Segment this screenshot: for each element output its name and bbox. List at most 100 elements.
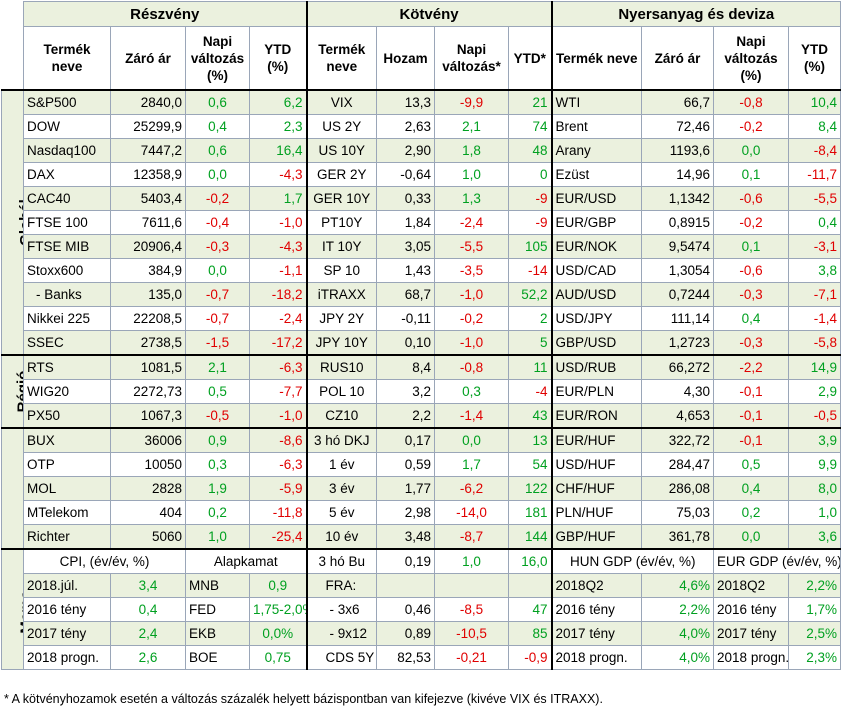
close-value: 1,77 [376, 476, 436, 501]
close-value: 2840,0 [110, 89, 186, 115]
daily-change: -0,5 [185, 403, 250, 429]
subheader-stocks-2: Napi változás (%) [185, 26, 250, 91]
subheader-stocks-1: Záró ár [110, 26, 186, 91]
instrument-name: VIX [305, 89, 378, 115]
memo-hun-gdp-label: 2018 progn. [550, 645, 643, 670]
ytd-change: -2,4 [248, 306, 308, 331]
close-value: 2,2 [376, 403, 436, 429]
daily-change: 2,1 [434, 114, 510, 139]
close-value: 68,7 [376, 282, 436, 307]
ytd-change: 11 [508, 354, 553, 380]
instrument-name: 5 év [305, 500, 378, 525]
table-row: Régió RTS 1081,5 2,1 -6,3 RUS10 8,4 -0,8 11 USD/R… [1, 354, 842, 429]
close-value: -0,11 [376, 306, 436, 331]
table-row: FTSE MIB 20906,4 -0,3 -4,3 IT 10Y 3,05 -5,5 105… [2, 234, 842, 259]
memo-cpi-label: 2017 tény [23, 621, 111, 646]
close-value: 0,8915 [641, 210, 715, 235]
ytd-change: 74 [508, 114, 553, 139]
daily-change: -1,0 [434, 330, 510, 356]
close-value: 284,47 [641, 452, 715, 477]
subheader-stocks-0: Termék neve [23, 26, 111, 91]
instrument-name: GBP/HUF [550, 524, 643, 550]
instrument-name: Arany [550, 138, 643, 163]
close-value: 3,05 [376, 234, 436, 259]
close-value: 7447,2 [110, 138, 186, 163]
close-value: 384,9 [110, 258, 186, 283]
daily-change: 1,0 [434, 162, 510, 187]
table-row: - Banks 135,0 -0,7 -18,2 iTRAXX 68,7 -1,0 52,2 A… [2, 282, 842, 307]
instrument-name: GER 10Y [305, 186, 378, 211]
close-value: 0,7244 [641, 282, 715, 307]
ytd-change: 2 [508, 306, 553, 331]
ytd-change: 6,2 [248, 89, 308, 115]
daily-change: -1,4 [434, 403, 510, 429]
ytd-change: 8,0 [788, 476, 842, 501]
close-value: 2,98 [376, 500, 436, 525]
table-row: WIG20 2272,73 0,5 -7,7 POL 10 3,2 0,3 -4 EUR/PLN… [2, 379, 842, 404]
ytd-change: 16,4 [248, 138, 308, 163]
close-value: 2,90 [376, 138, 436, 163]
table-row: MTelekom 404 0,2 -11,8 5 év 2,98 -14,0 181 PLN/H… [2, 500, 842, 525]
memo-eur-gdp-value: 2,3% [788, 645, 842, 670]
close-value: 0,17 [376, 427, 436, 453]
daily-change: -0,6 [713, 186, 790, 211]
daily-change: 0,2 [713, 500, 790, 525]
ytd-change: -5,8 [788, 330, 842, 356]
daily-change: -0,8 [713, 89, 790, 115]
ytd-change: -25,4 [248, 524, 308, 550]
daily-change: 0,2 [185, 500, 250, 525]
memo-bu-ytd: 16,0 [508, 548, 553, 574]
memo-eur-gdp-value: 2,2% [788, 573, 842, 598]
close-value: 1,3054 [641, 258, 715, 283]
memo-rate-value: 0,9 [248, 573, 308, 598]
instrument-name: USD/RUB [550, 354, 643, 380]
memo-bond-yield: 82,53 [376, 645, 436, 670]
instrument-name: GBP/USD [550, 330, 643, 356]
table-row: Magyar BUX 36006 0,9 -8,6 3 hó DKJ 0,17 0,0 13 EU… [1, 427, 842, 550]
table-row: OTP 10050 0,3 -6,3 1 év 0,59 1,7 54 USD/HUF 284,4… [2, 452, 842, 477]
close-value: 1067,3 [110, 403, 186, 429]
memo-rate-value: 0,75 [248, 645, 308, 670]
group-label-memo: Memo: [1, 548, 24, 670]
ytd-change: -1,0 [248, 210, 308, 235]
close-value: 14,96 [641, 162, 715, 187]
ytd-change: 181 [508, 500, 553, 525]
memo-row: 2018 progn. 2,6 BOE 0,75 CDS 5Y 82,53 -0,21 -0,… [2, 645, 842, 670]
memo-bond-change: -10,5 [434, 621, 510, 646]
memo-hun-gdp-label: 2018Q2 [550, 573, 643, 598]
ytd-change: -8,6 [248, 427, 308, 453]
ytd-change: 3,6 [788, 524, 842, 550]
close-value: 9,5474 [641, 234, 715, 259]
memo-bu-yield: 0,19 [376, 548, 436, 574]
daily-change: 1,8 [434, 138, 510, 163]
close-value: 135,0 [110, 282, 186, 307]
daily-change: -0,7 [185, 282, 250, 307]
daily-change: -1,0 [434, 282, 510, 307]
memo-hun-gdp-value: 4,0% [641, 645, 715, 670]
instrument-name: CAC40 [23, 186, 111, 211]
section-bonds: Kötvény [305, 1, 553, 27]
instrument-name: POL 10 [305, 379, 378, 404]
instrument-name: FTSE 100 [23, 210, 111, 235]
instrument-name: USD/CAD [550, 258, 643, 283]
footnote: * A kötvényhozamok esetén a változás szá… [4, 692, 603, 706]
instrument-name: CZ10 [305, 403, 378, 429]
close-value: 22208,5 [110, 306, 186, 331]
memo-bond-ytd: -0,9 [508, 645, 553, 670]
ytd-change: -3,1 [788, 234, 842, 259]
section-stocks: Részvény [22, 1, 308, 27]
daily-change: -0,7 [185, 306, 250, 331]
subheader-commod-1: Záró ár [641, 26, 715, 91]
ytd-change: 8,4 [788, 114, 842, 139]
ytd-change: -4,3 [248, 162, 308, 187]
memo-hun-gdp-value: 2,2% [641, 597, 715, 622]
close-value: 2828 [110, 476, 186, 501]
daily-change: 0,1 [713, 234, 790, 259]
memo-bu-change: 1,0 [434, 548, 510, 574]
ytd-change: -7,1 [788, 282, 842, 307]
close-value: 66,272 [641, 354, 715, 380]
ytd-change: 10,4 [788, 89, 842, 115]
daily-change: 0,5 [713, 452, 790, 477]
ytd-change: -6,3 [248, 354, 308, 380]
memo-cpi-value: 0,4 [110, 597, 186, 622]
